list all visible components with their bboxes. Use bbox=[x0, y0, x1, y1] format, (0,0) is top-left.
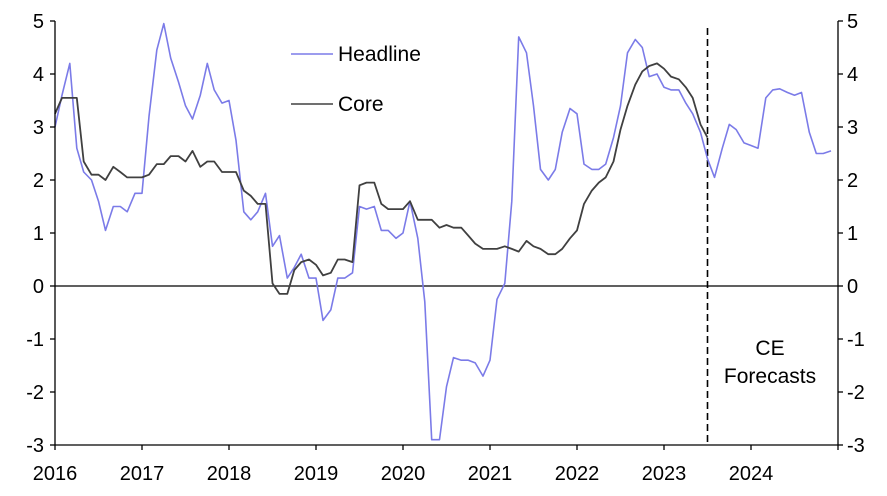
x-tick-label: 2018 bbox=[207, 463, 252, 485]
x-tick-label: 2024 bbox=[729, 463, 774, 485]
ticks-layer: 5 5 4 4 3 3 2 2 1 1 0 0 -1 -1 -2 -2 -3 -3 2016 2017 2018 2019… bbox=[26, 11, 865, 485]
x-tick-label: 2017 bbox=[120, 463, 165, 485]
y-tick-label-left: 3 bbox=[33, 117, 44, 139]
y-tick-label-left: 2 bbox=[33, 170, 44, 192]
x-tick-label: 2022 bbox=[555, 463, 600, 485]
legend-label-core: Core bbox=[338, 93, 384, 116]
forecast-annotation-line-2: Forecasts bbox=[724, 365, 816, 388]
y-tick-label-right: -2 bbox=[847, 382, 865, 404]
y-tick-label-right: 5 bbox=[847, 11, 858, 33]
y-tick-label-right: 0 bbox=[847, 276, 858, 298]
y-tick-label-right: 2 bbox=[847, 170, 858, 192]
x-tick-label: 2016 bbox=[33, 463, 78, 485]
forecast-annotation-line-1: CE bbox=[755, 337, 784, 360]
y-tick-label-right: -3 bbox=[847, 435, 865, 457]
forecast-annotation: CE Forecasts bbox=[724, 337, 816, 388]
x-tick-label: 2019 bbox=[294, 463, 339, 485]
series-layer bbox=[54, 22, 832, 441]
series-line-core bbox=[54, 62, 709, 295]
x-tick-label: 2021 bbox=[468, 463, 513, 485]
y-tick-label-left: -3 bbox=[26, 435, 44, 457]
series-line-headline bbox=[54, 22, 832, 441]
legend-label-headline: Headline bbox=[338, 43, 421, 66]
y-tick-label-left: -2 bbox=[26, 382, 44, 404]
y-tick-label-left: 4 bbox=[33, 64, 44, 86]
legend: Headline Core bbox=[291, 43, 421, 116]
x-tick-label: 2023 bbox=[642, 463, 687, 485]
x-tick-label: 2020 bbox=[381, 463, 426, 485]
y-tick-label-left: 0 bbox=[33, 276, 44, 298]
y-tick-label-right: -1 bbox=[847, 329, 865, 351]
y-tick-label-right: 4 bbox=[847, 64, 858, 86]
y-tick-label-left: 5 bbox=[33, 11, 44, 33]
y-tick-label-right: 3 bbox=[847, 117, 858, 139]
y-tick-label-left: -1 bbox=[26, 329, 44, 351]
y-tick-label-left: 1 bbox=[33, 223, 44, 245]
y-tick-label-right: 1 bbox=[847, 223, 858, 245]
axes-layer bbox=[54, 21, 839, 446]
